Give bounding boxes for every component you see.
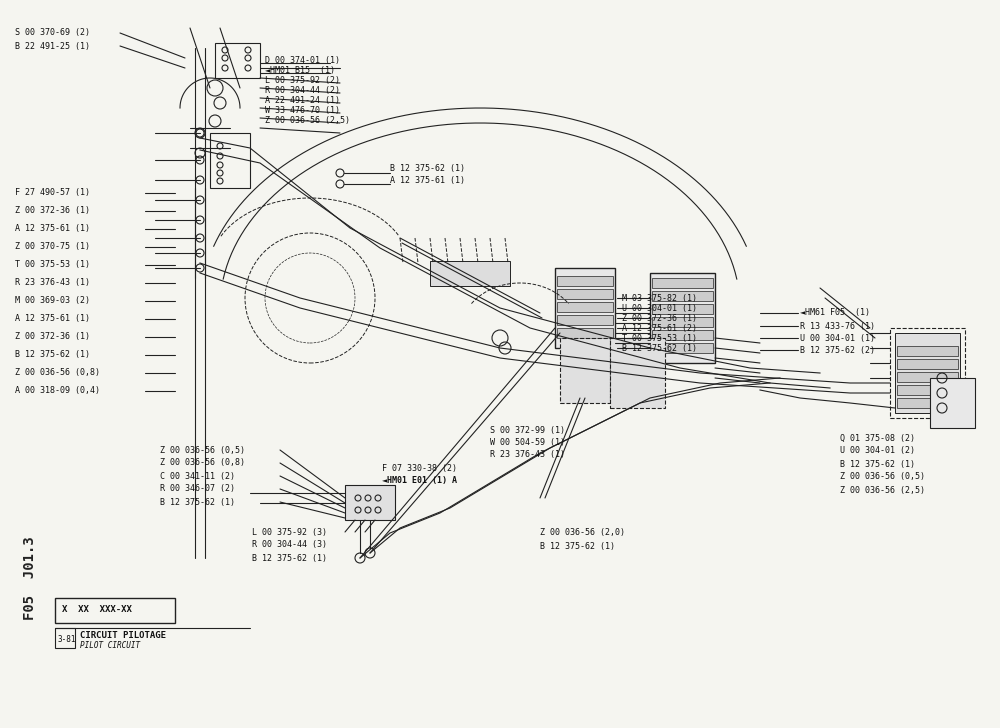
Text: D 00 374-01 (1): D 00 374-01 (1) bbox=[265, 57, 340, 66]
Bar bbox=[55, 628, 75, 648]
Text: B 12 375-62 (2): B 12 375-62 (2) bbox=[800, 346, 875, 355]
Bar bbox=[560, 338, 610, 403]
Text: B 22 491-25 (1): B 22 491-25 (1) bbox=[15, 41, 90, 50]
Bar bbox=[345, 485, 395, 520]
Text: R 00 304-44 (2): R 00 304-44 (2) bbox=[265, 87, 340, 95]
Text: B 12 375-62 (1): B 12 375-62 (1) bbox=[252, 553, 327, 563]
Text: R 00 304-44 (3): R 00 304-44 (3) bbox=[252, 540, 327, 550]
Text: U 00 304-01 (2): U 00 304-01 (2) bbox=[840, 446, 915, 456]
Text: L 00 375-92 (3): L 00 375-92 (3) bbox=[252, 528, 327, 537]
Text: A 12 375-61 (1): A 12 375-61 (1) bbox=[390, 175, 465, 184]
Bar bbox=[897, 359, 958, 369]
Text: Z 00 036-56 (0,8): Z 00 036-56 (0,8) bbox=[15, 368, 100, 378]
Text: Z 00 036-56 (2,0): Z 00 036-56 (2,0) bbox=[540, 529, 625, 537]
Bar bbox=[652, 291, 713, 301]
Bar bbox=[210, 133, 250, 188]
Text: B 12 375-62 (1): B 12 375-62 (1) bbox=[390, 164, 465, 173]
Bar bbox=[652, 343, 713, 353]
Bar bbox=[215, 43, 260, 78]
Text: A 12 375-61 (2): A 12 375-61 (2) bbox=[622, 323, 697, 333]
Text: T 00 375-53 (1): T 00 375-53 (1) bbox=[15, 261, 90, 269]
Bar bbox=[652, 304, 713, 314]
Bar bbox=[895, 333, 960, 413]
Text: A 22 491-24 (1): A 22 491-24 (1) bbox=[265, 97, 340, 106]
Text: Z 00 036-56 (2,5): Z 00 036-56 (2,5) bbox=[840, 486, 925, 494]
Bar bbox=[430, 261, 510, 286]
Text: M 03 375-82 (1): M 03 375-82 (1) bbox=[622, 293, 697, 303]
Bar bbox=[557, 289, 613, 299]
Bar bbox=[897, 398, 958, 408]
Bar bbox=[897, 346, 958, 356]
Text: R 23 376-43 (1): R 23 376-43 (1) bbox=[15, 279, 90, 288]
Text: F 07 330-38 (2): F 07 330-38 (2) bbox=[382, 464, 457, 472]
Text: F05  J01.3: F05 J01.3 bbox=[23, 536, 37, 620]
Text: A 12 375-61 (1): A 12 375-61 (1) bbox=[15, 314, 90, 323]
Text: W 00 504-59 (1): W 00 504-59 (1) bbox=[490, 438, 565, 448]
Bar bbox=[652, 317, 713, 327]
Text: ◄HM01 B15  (1): ◄HM01 B15 (1) bbox=[265, 66, 335, 76]
Text: U 00 304-01 (1): U 00 304-01 (1) bbox=[622, 304, 697, 312]
Bar bbox=[610, 338, 665, 408]
Text: Z 00 036-56 (0,8): Z 00 036-56 (0,8) bbox=[160, 459, 245, 467]
Text: X  XX  XXX-XX: X XX XXX-XX bbox=[62, 606, 132, 614]
Bar bbox=[55, 598, 175, 623]
Text: A 12 375-61 (1): A 12 375-61 (1) bbox=[15, 224, 90, 234]
Text: B 12 375-62 (1): B 12 375-62 (1) bbox=[15, 350, 90, 360]
Bar bbox=[650, 273, 715, 363]
Text: Q 01 375-08 (2): Q 01 375-08 (2) bbox=[840, 433, 915, 443]
Bar bbox=[555, 268, 615, 348]
Bar bbox=[652, 278, 713, 288]
Text: 3-81: 3-81 bbox=[57, 635, 76, 644]
Bar bbox=[890, 328, 965, 418]
Text: C 00 341-11 (2): C 00 341-11 (2) bbox=[160, 472, 235, 480]
Text: Z 00 372-36 (1): Z 00 372-36 (1) bbox=[15, 207, 90, 215]
Bar bbox=[557, 302, 613, 312]
Bar bbox=[557, 315, 613, 325]
Text: L 00 375-92 (2): L 00 375-92 (2) bbox=[265, 76, 340, 85]
Text: B 12 375-62 (1): B 12 375-62 (1) bbox=[840, 459, 915, 469]
Text: R 13 433-76 (1): R 13 433-76 (1) bbox=[800, 322, 875, 331]
Text: Z 00 372-36 (1): Z 00 372-36 (1) bbox=[15, 333, 90, 341]
Text: Z 00 036-56 (2,5): Z 00 036-56 (2,5) bbox=[265, 116, 350, 125]
Text: PILOT CIRCUIT: PILOT CIRCUIT bbox=[80, 641, 140, 649]
Text: S 00 372-99 (1): S 00 372-99 (1) bbox=[490, 427, 565, 435]
Bar bbox=[897, 385, 958, 395]
Text: B 12 375-62 (1): B 12 375-62 (1) bbox=[622, 344, 697, 352]
Text: B 12 375-62 (1): B 12 375-62 (1) bbox=[160, 497, 235, 507]
Text: B 12 375-62 (1): B 12 375-62 (1) bbox=[540, 542, 615, 550]
Text: U 00 304-01 (1): U 00 304-01 (1) bbox=[800, 333, 875, 342]
Text: Z 00 036-56 (0,5): Z 00 036-56 (0,5) bbox=[840, 472, 925, 481]
Text: ◄HM61 F05  (1): ◄HM61 F05 (1) bbox=[800, 309, 870, 317]
Text: F 27 490-57 (1): F 27 490-57 (1) bbox=[15, 189, 90, 197]
Text: T 00 375-53 (1): T 00 375-53 (1) bbox=[622, 333, 697, 342]
Text: ◄HM01 E01 (1) A: ◄HM01 E01 (1) A bbox=[382, 477, 457, 486]
Text: R 23 376-43 (1): R 23 376-43 (1) bbox=[490, 451, 565, 459]
Bar bbox=[557, 328, 613, 338]
Text: CIRCUIT PILOTAGE: CIRCUIT PILOTAGE bbox=[80, 630, 166, 639]
Bar bbox=[652, 330, 713, 340]
Bar bbox=[930, 378, 975, 428]
Bar bbox=[897, 372, 958, 382]
Text: R 00 346-07 (2): R 00 346-07 (2) bbox=[160, 485, 235, 494]
Text: Z 00 036-56 (0,5): Z 00 036-56 (0,5) bbox=[160, 446, 245, 454]
Text: Z 00 372-36 (1): Z 00 372-36 (1) bbox=[622, 314, 697, 323]
Text: Z 00 370-75 (1): Z 00 370-75 (1) bbox=[15, 242, 90, 251]
Text: S 00 370-69 (2): S 00 370-69 (2) bbox=[15, 28, 90, 38]
Text: M 00 369-03 (2): M 00 369-03 (2) bbox=[15, 296, 90, 306]
Text: W 33 476-70 (1): W 33 476-70 (1) bbox=[265, 106, 340, 116]
Bar bbox=[557, 276, 613, 286]
Text: A 00 318-09 (0,4): A 00 318-09 (0,4) bbox=[15, 387, 100, 395]
